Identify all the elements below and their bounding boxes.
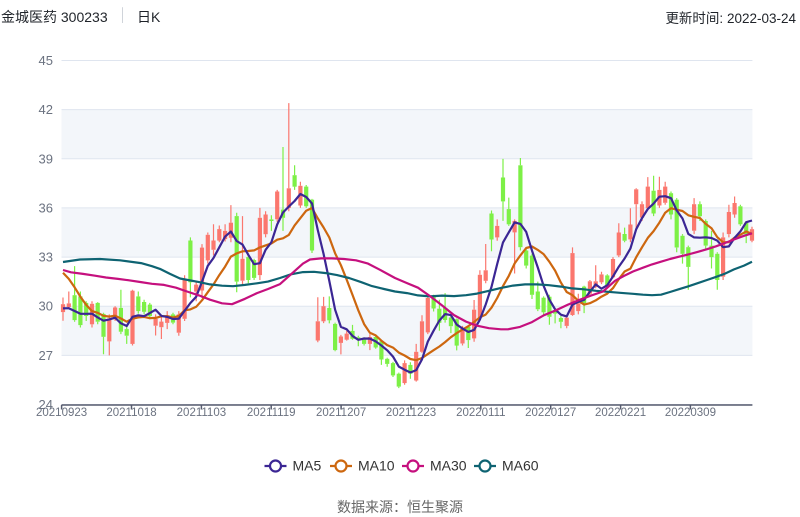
svg-text:36: 36 [39,200,53,215]
svg-text:20211103: 20211103 [177,407,226,419]
svg-text:42: 42 [39,102,53,117]
svg-text:20211119: 20211119 [247,407,296,419]
svg-text:20220309: 20220309 [665,407,716,419]
svg-text:20211018: 20211018 [106,407,156,419]
svg-text:45: 45 [39,53,53,68]
svg-text:20220111: 20220111 [456,407,505,419]
svg-text:20211223: 20211223 [386,407,436,419]
svg-text:30: 30 [39,299,53,314]
svg-text:33: 33 [39,250,53,265]
svg-text:MA60: MA60 [502,458,539,474]
svg-text:20220127: 20220127 [525,407,576,419]
svg-text:MA5: MA5 [293,458,322,474]
svg-text:27: 27 [39,348,53,363]
svg-text:20220221: 20220221 [595,407,646,419]
svg-text:20211207: 20211207 [316,407,366,419]
svg-text:20210923: 20210923 [36,407,87,419]
svg-text:24: 24 [39,397,53,412]
svg-text:MA30: MA30 [430,458,467,474]
svg-text:MA10: MA10 [358,458,395,474]
svg-text:39: 39 [39,151,53,166]
